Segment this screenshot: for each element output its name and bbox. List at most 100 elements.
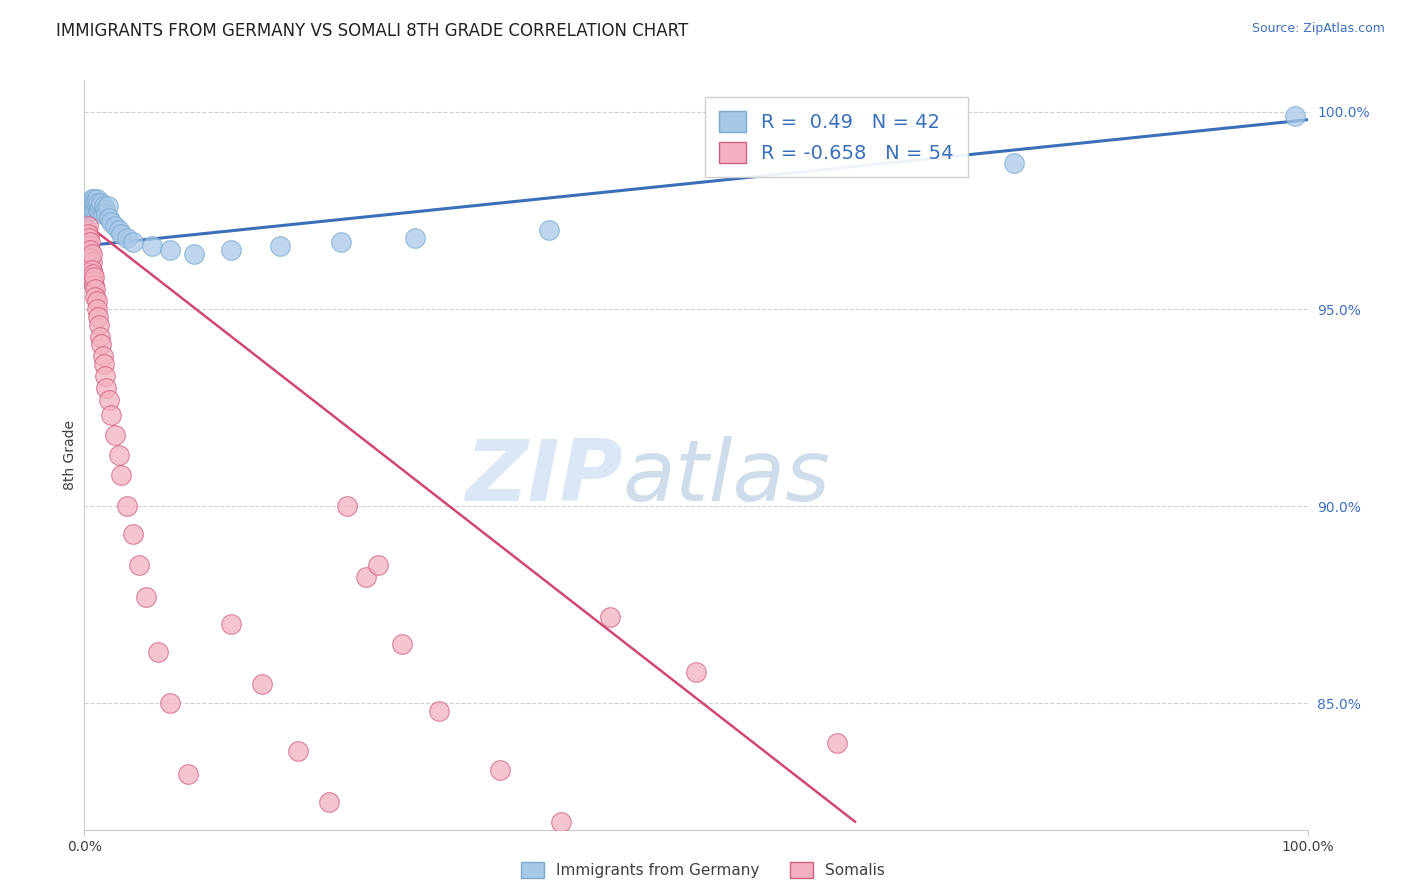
Point [83, 278, 105, 293]
Legend: Immigrants from Germany, Somalis: Immigrants from Germany, Somalis [515, 856, 891, 884]
Point [77, 227, 100, 241]
Point [96, 381, 118, 395]
Point [100, 409, 122, 423]
Point [97, 199, 120, 213]
Point [89, 329, 111, 343]
Legend: R =  0.49   N = 42, R = -0.658   N = 54: R = 0.49 N = 42, R = -0.658 N = 54 [704, 97, 967, 177]
Point [77, 199, 100, 213]
Text: atlas: atlas [623, 436, 831, 519]
Point [76, 207, 98, 221]
Point [489, 764, 512, 778]
Point [80, 192, 103, 206]
Point [86, 301, 108, 316]
Text: Source: ZipAtlas.com: Source: ZipAtlas.com [1251, 22, 1385, 36]
Point [77, 239, 100, 253]
Point [76, 223, 98, 237]
Point [250, 676, 273, 690]
Point [685, 665, 707, 679]
Point [82, 203, 104, 218]
Point [96, 207, 118, 221]
Point [122, 235, 145, 249]
Point [84, 290, 107, 304]
Point [77, 219, 100, 234]
Point [110, 467, 132, 482]
Point [336, 499, 359, 513]
Point [94, 203, 117, 218]
Point [86, 294, 108, 309]
Point [82, 274, 104, 288]
Point [287, 744, 309, 758]
Point [115, 231, 138, 245]
Point [104, 219, 127, 234]
Point [599, 609, 621, 624]
Point [79, 195, 101, 210]
Point [83, 199, 105, 213]
Point [91, 207, 114, 221]
Point [141, 239, 163, 253]
Point [83, 192, 105, 206]
Point [86, 192, 108, 206]
Point [80, 247, 103, 261]
Point [89, 199, 111, 213]
Point [1002, 156, 1025, 170]
Point [1284, 109, 1306, 123]
Point [79, 251, 101, 265]
Point [159, 243, 181, 257]
Point [354, 570, 377, 584]
Point [122, 526, 145, 541]
Point [391, 637, 413, 651]
Point [538, 223, 561, 237]
Point [195, 834, 218, 848]
Point [82, 267, 104, 281]
Point [84, 282, 107, 296]
Point [404, 231, 426, 245]
Point [93, 199, 115, 213]
Point [79, 203, 101, 218]
Point [183, 247, 205, 261]
Point [84, 203, 107, 218]
Point [79, 243, 101, 257]
Point [330, 235, 353, 249]
Point [77, 203, 100, 218]
Point [128, 558, 150, 573]
Point [91, 349, 114, 363]
Text: ZIP: ZIP [465, 436, 623, 519]
Point [115, 499, 138, 513]
Point [219, 617, 242, 632]
Point [93, 357, 115, 371]
Point [94, 369, 117, 384]
Point [87, 310, 110, 324]
Point [87, 318, 110, 332]
Point [318, 795, 340, 809]
Point [110, 227, 132, 241]
Point [77, 231, 100, 245]
Point [97, 392, 120, 407]
Text: IMMIGRANTS FROM GERMANY VS SOMALI 8TH GRADE CORRELATION CHART: IMMIGRANTS FROM GERMANY VS SOMALI 8TH GR… [56, 22, 689, 40]
Point [269, 239, 291, 253]
Point [107, 223, 129, 237]
Point [87, 203, 110, 218]
Point [100, 215, 122, 229]
Point [104, 428, 127, 442]
Point [219, 243, 242, 257]
Point [427, 704, 450, 718]
Point [146, 645, 169, 659]
Point [84, 195, 107, 210]
Point [83, 270, 105, 285]
Point [90, 195, 112, 210]
Point [80, 199, 103, 213]
Point [80, 262, 103, 277]
Point [87, 195, 110, 210]
Point [550, 814, 572, 829]
Point [87, 203, 110, 218]
Y-axis label: 8th Grade: 8th Grade [63, 420, 77, 490]
Point [825, 736, 848, 750]
Point [135, 590, 157, 604]
Point [90, 337, 112, 351]
Point [82, 195, 104, 210]
Point [177, 767, 200, 781]
Point [97, 211, 120, 226]
Point [79, 235, 101, 249]
Point [107, 448, 129, 462]
Point [80, 254, 103, 268]
